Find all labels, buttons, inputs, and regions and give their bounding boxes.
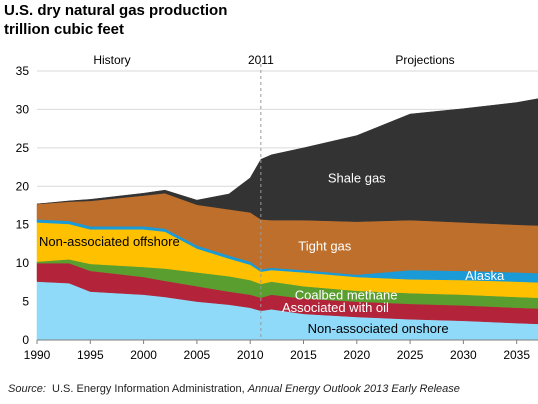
x-tick-label: 2015 <box>290 348 317 362</box>
series-labels: Non-associated onshore Associated with oi… <box>39 171 505 336</box>
y-tick-label: 0 <box>22 333 29 347</box>
label-coalbed-methane: Coalbed methane <box>295 287 398 302</box>
label-associated-with-oil: Associated with oil <box>282 300 389 315</box>
x-tick-label: 2010 <box>237 348 264 362</box>
x-tick-label: 1995 <box>77 348 104 362</box>
chart-title: U.S. dry natural gas production <box>4 2 228 19</box>
source-agency: U.S. Energy Information Administration, <box>52 383 245 395</box>
label-alaska: Alaska <box>465 268 505 283</box>
x-tick-label: 2020 <box>343 348 370 362</box>
stacked-areas <box>36 98 538 341</box>
source-report: Annual Energy Outlook 2013 Early Release <box>247 383 460 395</box>
x-tick-label: 2025 <box>397 348 424 362</box>
y-tick-label: 5 <box>22 295 29 309</box>
y-tick-label: 35 <box>16 64 30 78</box>
y-tick-label: 30 <box>16 102 30 116</box>
label-shale-gas: Shale gas <box>328 171 386 186</box>
source-prefix: Source: <box>8 383 46 395</box>
label-non-associated-onshore: Non-associated onshore <box>308 321 449 336</box>
label-non-associated-offshore: Non-associated offshore <box>39 234 180 249</box>
x-tick-label: 2005 <box>184 348 211 362</box>
x-tick-label: 2035 <box>503 348 530 362</box>
history-label: History <box>93 53 130 67</box>
x-tick-label: 2000 <box>130 348 157 362</box>
source-note: Source: U.S. Energy Information Administ… <box>8 383 460 395</box>
x-tick-label: 1990 <box>24 348 51 362</box>
y-tick-label: 15 <box>16 218 30 232</box>
label-tight-gas: Tight gas <box>298 238 351 253</box>
y-tick-label: 20 <box>16 179 30 193</box>
divider-year-label: 2011 <box>248 53 274 67</box>
x-tick-label: 2030 <box>450 348 477 362</box>
area-shale-gas <box>36 98 538 226</box>
y-tick-label: 25 <box>16 141 30 155</box>
annotations: History 2011 Projections <box>93 53 455 340</box>
chart-subtitle: trillion cubic feet <box>4 21 125 38</box>
y-tick-label: 10 <box>16 256 30 270</box>
projections-label: Projections <box>395 53 454 67</box>
